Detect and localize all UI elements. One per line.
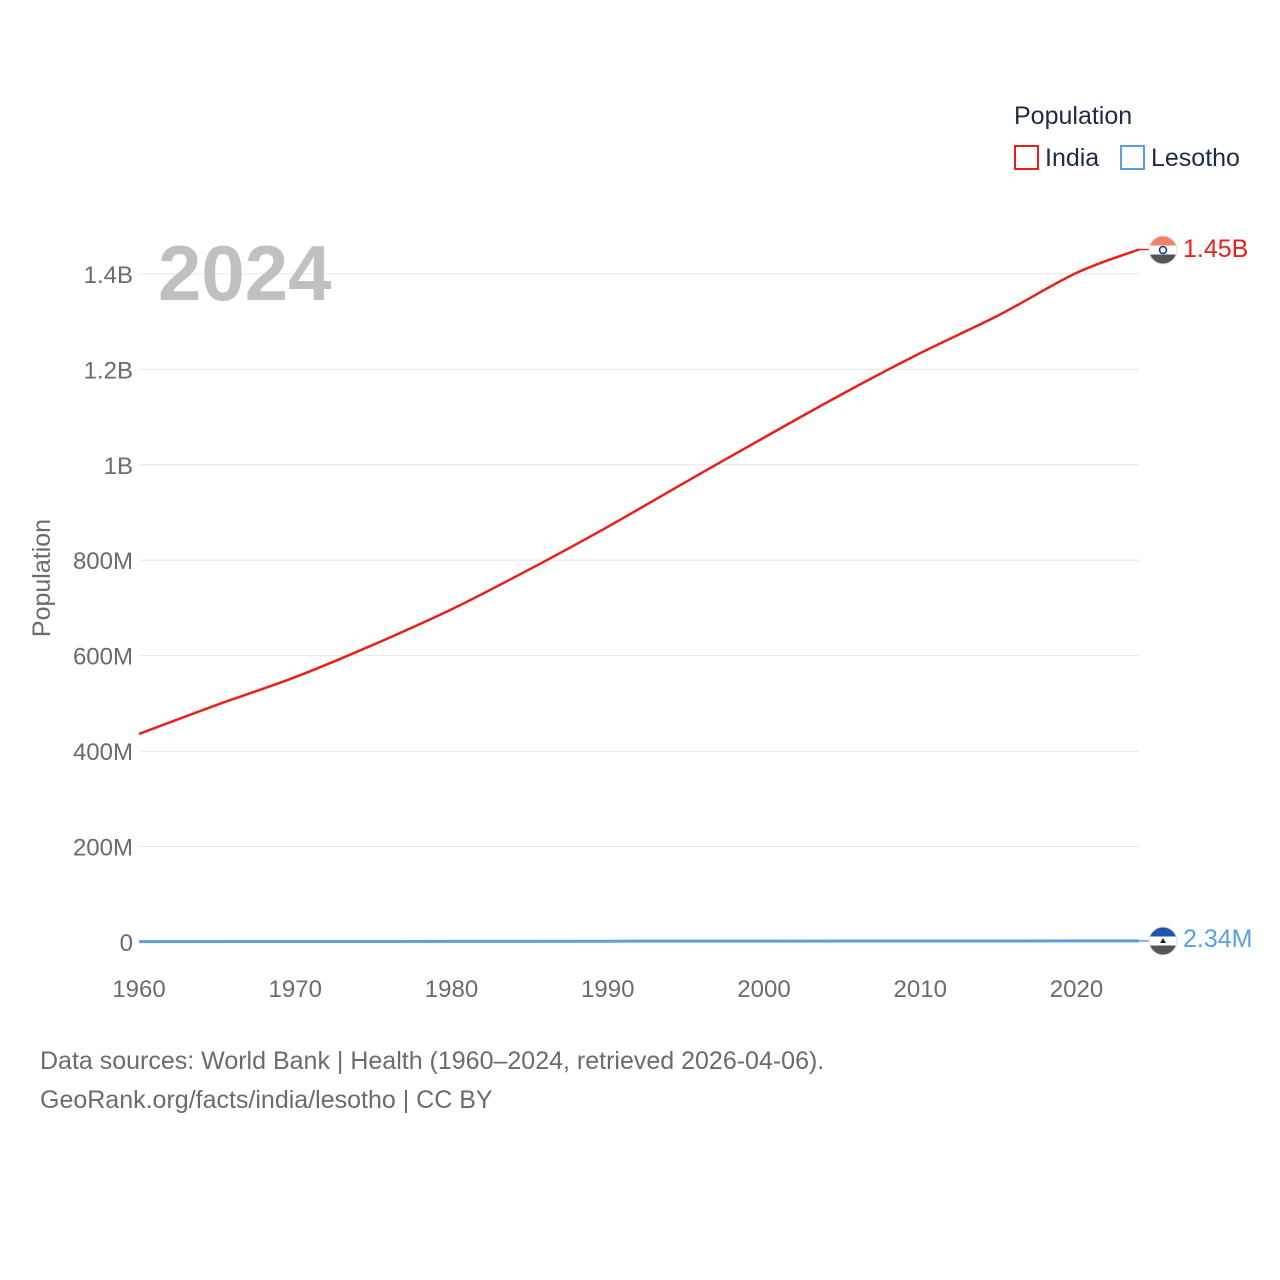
y-tick-label: 200M (73, 835, 133, 862)
x-tick-label: 2010 (894, 976, 947, 1003)
legend-label-india[interactable]: India (1045, 144, 1099, 172)
x-tick-label: 2020 (1050, 976, 1103, 1003)
x-axis-ticks: 1960 1970 1980 1990 2000 2010 2020 (112, 976, 1103, 1003)
y-tick-label: 1B (104, 453, 133, 480)
gridlines (139, 273, 1139, 943)
footer-credit[interactable]: GeoRank.org/facts/india/lesotho | CC BY (40, 1086, 493, 1114)
series-line-lesotho[interactable] (138, 939, 1139, 944)
x-tick-label: 1960 (112, 976, 165, 1003)
legend-label-lesotho[interactable]: Lesotho (1151, 144, 1240, 172)
lesotho-flag-icon (1148, 926, 1178, 956)
y-tick-label: 1.2B (84, 357, 133, 384)
year-label: 2024 (158, 229, 332, 317)
x-tick-label: 1990 (581, 976, 634, 1003)
series (138, 248, 1149, 944)
y-tick-label: 1.4B (84, 262, 133, 289)
legend-swatch-lesotho[interactable] (1120, 145, 1145, 170)
y-tick-label: 0 (120, 930, 133, 957)
legend-swatch-india[interactable] (1014, 145, 1039, 170)
x-tick-label: 1970 (269, 976, 322, 1003)
india-end-label: 1.45B (1183, 235, 1248, 263)
y-tick-label: 800M (73, 548, 133, 575)
legend[interactable]: Population India Lesotho (1014, 102, 1240, 172)
india-flag-icon (1148, 235, 1178, 265)
footer-sources: Data sources: World Bank | Health (1960–… (40, 1047, 824, 1075)
y-axis-ticks: 0 200M 400M 600M 800M 1B 1.2B 1.4B (73, 262, 133, 957)
x-tick-label: 1980 (425, 976, 478, 1003)
lesotho-end-label: 2.34M (1183, 925, 1252, 953)
x-tick-label: 2000 (737, 976, 790, 1003)
y-tick-label: 600M (73, 644, 133, 671)
y-axis-label: Population (28, 519, 56, 637)
y-tick-label: 400M (73, 739, 133, 766)
series-line-india[interactable] (138, 248, 1140, 736)
legend-title: Population (1014, 102, 1132, 130)
